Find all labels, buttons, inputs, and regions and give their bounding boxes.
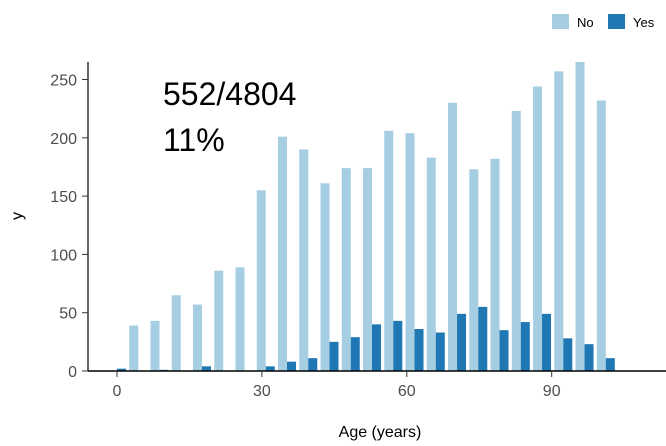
- bar-no-18: [490, 158, 500, 371]
- bar-yes-20: [542, 313, 552, 371]
- y-tick-label: 0: [68, 364, 77, 381]
- bar-yes-14: [414, 329, 424, 371]
- bar-no-9: [299, 149, 309, 371]
- annotation-percent: 11%: [163, 122, 225, 158]
- y-tick-label: 150: [50, 189, 77, 206]
- bar-no-23: [596, 100, 606, 372]
- y-axis-title: y: [9, 212, 26, 220]
- bar-yes-16: [457, 313, 467, 371]
- bar-no-1: [129, 325, 139, 371]
- bar-yes-12: [372, 324, 382, 371]
- y-tick-label: 200: [50, 131, 77, 148]
- bar-no-6: [235, 267, 245, 371]
- bar-yes-10: [329, 341, 339, 371]
- y-tick-label: 250: [50, 73, 77, 90]
- x-tick-label: 0: [113, 383, 122, 400]
- bar-yes-22: [584, 344, 594, 371]
- bar-yes-11: [350, 337, 360, 371]
- legend-swatch-yes: [608, 14, 625, 29]
- bar-yes-15: [435, 332, 445, 371]
- annotation-count: 552/4804: [163, 76, 296, 112]
- bar-no-11: [341, 168, 351, 371]
- x-axis-ticks: 0 30 60 90: [113, 371, 561, 400]
- legend-swatch-no: [552, 14, 569, 29]
- bar-no-16: [448, 102, 458, 371]
- bar-no-21: [554, 71, 564, 371]
- bar-yes-0: [117, 368, 126, 371]
- bar-no-20: [533, 86, 543, 371]
- bar-yes-21: [563, 338, 573, 371]
- bar-no-19: [511, 110, 521, 371]
- bar-no-10: [320, 183, 330, 371]
- bar-no-8: [278, 136, 288, 371]
- bar-no-2: [150, 320, 160, 371]
- bar-yes-4: [202, 366, 212, 371]
- bar-yes-17: [478, 306, 488, 371]
- y-tick-label: 50: [59, 306, 77, 323]
- bar-yes-18: [499, 330, 509, 371]
- bar-no-7: [256, 190, 266, 371]
- legend-label-yes: Yes: [633, 15, 655, 30]
- series-no-bars: [129, 62, 606, 372]
- bar-yes-23: [605, 358, 615, 371]
- bar-no-22: [575, 62, 585, 371]
- bar-no-3: [171, 295, 181, 371]
- bar-yes-19: [520, 322, 530, 371]
- x-axis-title: Age (years): [339, 424, 422, 441]
- x-tick-label: 90: [543, 383, 561, 400]
- bar-no-5: [214, 270, 224, 371]
- bar-no-13: [384, 130, 394, 371]
- bar-no-17: [469, 169, 479, 371]
- bar-yes-8: [287, 361, 297, 371]
- y-tick-label: 100: [50, 247, 77, 264]
- legend-label-no: No: [577, 15, 594, 30]
- bar-yes-13: [393, 320, 403, 371]
- bar-no-14: [405, 133, 415, 371]
- bar-yes-9: [308, 358, 318, 371]
- series-yes-bars: [117, 306, 615, 371]
- x-tick-label: 30: [253, 383, 271, 400]
- bar-no-4: [193, 304, 203, 371]
- bar-yes-7: [265, 366, 275, 371]
- legend: No Yes: [552, 14, 655, 30]
- x-tick-label: 60: [398, 383, 416, 400]
- bar-no-12: [363, 168, 373, 371]
- bar-no-15: [426, 157, 436, 371]
- y-axis-ticks: 0 50 100 150 200 250: [50, 73, 88, 381]
